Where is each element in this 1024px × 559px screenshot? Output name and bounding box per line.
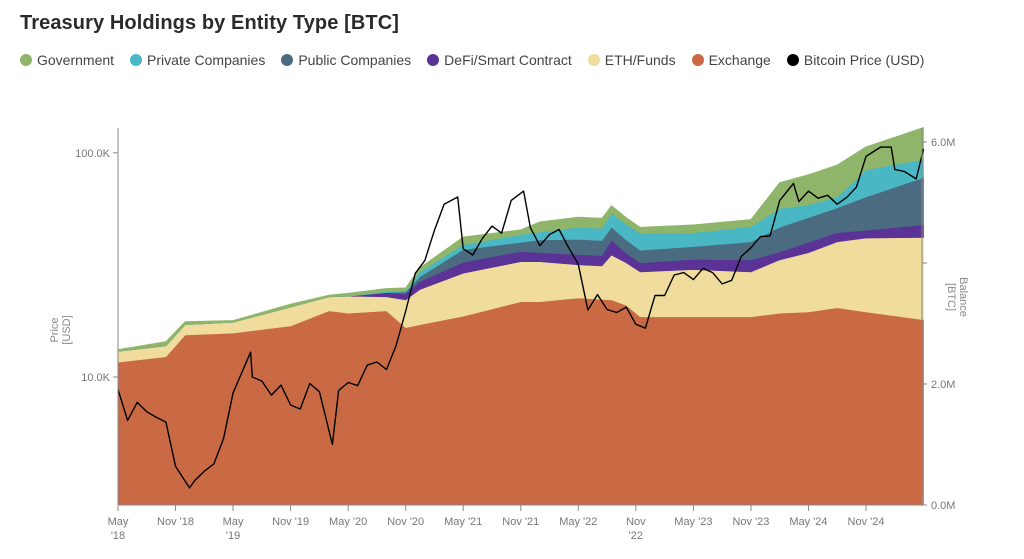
x-axis-tick-label: May '22 (559, 516, 597, 528)
x-axis-tick-label: Nov '24 (848, 516, 885, 528)
right-axis-title-line: Balance (957, 277, 969, 317)
legend-item-exchange[interactable]: Exchange (691, 52, 771, 68)
legend-swatch-icon (691, 54, 704, 66)
left-axis-tick-label: 10.0K (81, 372, 110, 384)
x-axis-tick-label: May '21 (444, 516, 482, 528)
x-axis-tick-label: May '23 (674, 516, 712, 528)
bitcoin-price-line (117, 146, 925, 489)
right-axis-tick-label: 0.0M (931, 500, 955, 512)
left-axis-title: Price [USD] (49, 315, 73, 344)
chart-title: Treasury Holdings by Entity Type [BTC] (20, 12, 400, 34)
stacked-areas (117, 126, 924, 506)
legend-label: Public Companies (298, 52, 412, 68)
x-axis-tick-label: May '20 (329, 516, 367, 528)
x-axis-tick-label: May '24 (789, 516, 827, 528)
x-axis-tick-label: Nov (626, 516, 646, 528)
x-axis-tick-label: May (108, 516, 129, 528)
legend-item-government[interactable]: Government (20, 52, 114, 68)
legend-swatch-icon (427, 54, 440, 66)
legend-label: Private Companies (147, 52, 266, 68)
left-axis-title-line: Price (49, 317, 61, 342)
x-axis-tick-label: Nov '20 (387, 516, 424, 528)
legend-item-public-companies[interactable]: Public Companies (281, 52, 411, 68)
legend-item-bitcoin-price-usd-[interactable]: Bitcoin Price (USD) (786, 52, 925, 68)
right-axis-tick-label: 2.0M (931, 379, 955, 391)
x-axis-tick-label: Nov '19 (272, 516, 309, 528)
legend-label: Exchange (708, 52, 771, 68)
legend-swatch-icon (587, 54, 600, 66)
legend: Government Private Companies Public Compan… (20, 52, 940, 68)
left-axis-title-line: [USD] (61, 315, 73, 344)
right-axis-title: Balance[BTC] (945, 277, 969, 317)
x-axis-tick-label: '19 (226, 530, 240, 542)
legend-item-private-companies[interactable]: Private Companies (130, 52, 265, 68)
right-axis-tick-label: 6.0M (931, 137, 955, 149)
area-government (117, 126, 924, 352)
left-axis-tick-label: 100.0K (75, 148, 111, 160)
legend-swatch-icon (281, 54, 294, 66)
legend-swatch-icon (786, 54, 799, 66)
right-axis-title-line: [BTC] (945, 283, 957, 311)
legend-label: DeFi/Smart Contract (444, 52, 572, 68)
x-axis-tick-label: Nov '23 (732, 516, 769, 528)
legend-item-defi-smart-contract[interactable]: DeFi/Smart Contract (427, 52, 572, 68)
x-axis-tick-label: '18 (111, 530, 125, 542)
legend-item-eth-funds[interactable]: ETH/Funds (587, 52, 676, 68)
x-axis-tick-label: Nov '21 (502, 516, 539, 528)
legend-swatch-icon (20, 54, 32, 66)
legend-label: Bitcoin Price (USD) (803, 52, 925, 68)
legend-label: ETH/Funds (604, 52, 676, 68)
legend-swatch-icon (130, 54, 143, 66)
x-axis-tick-label: Nov '18 (157, 516, 194, 528)
x-axis-tick-label: May (223, 516, 244, 528)
x-axis-tick-label: '22 (629, 530, 643, 542)
legend-label: Government (37, 52, 115, 68)
